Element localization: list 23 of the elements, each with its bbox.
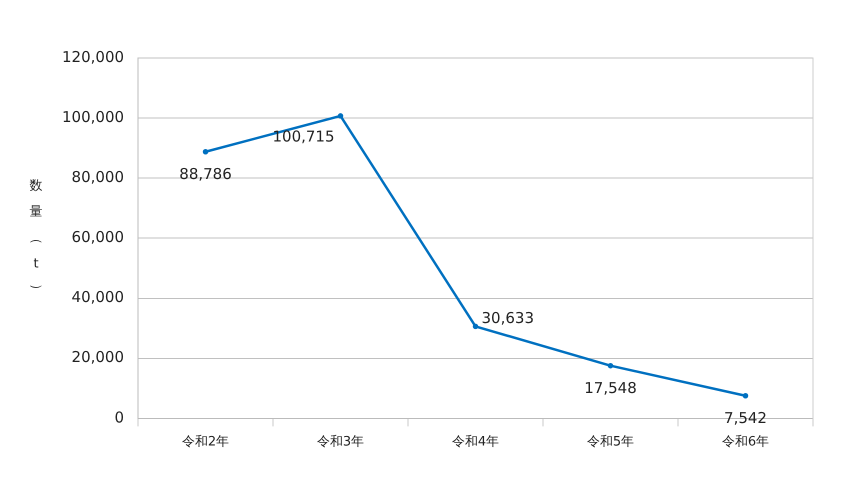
point <box>742 393 748 398</box>
x-tick-label: 令和6年 <box>722 434 770 450</box>
point <box>202 148 208 154</box>
y-tick-label: 0 <box>114 408 124 426</box>
y-axis-title: 数量（t） <box>28 178 44 297</box>
y-tick-label: 80,000 <box>72 168 124 186</box>
point <box>472 324 478 330</box>
data-label: 88,786 <box>179 165 232 184</box>
data-label: 100,715 <box>272 127 335 146</box>
x-tick-label: 令和3年 <box>316 434 364 450</box>
point <box>608 362 614 368</box>
data-label: 30,633 <box>482 308 534 327</box>
y-tick-label: 120,000 <box>62 48 124 66</box>
y-tick-label: 40,000 <box>72 288 124 306</box>
data-label: 17,548 <box>584 379 637 398</box>
y-tick-label: 20,000 <box>72 348 124 366</box>
y-tick-label: 60,000 <box>72 228 124 246</box>
x-tick-label: 令和5年 <box>586 434 634 450</box>
y-tick-label: 100,000 <box>62 108 124 126</box>
x-tick-label: 令和4年 <box>452 434 500 450</box>
point <box>338 113 344 119</box>
data-label: 7,542 <box>724 409 767 428</box>
x-tick-label: 令和2年 <box>182 434 230 450</box>
